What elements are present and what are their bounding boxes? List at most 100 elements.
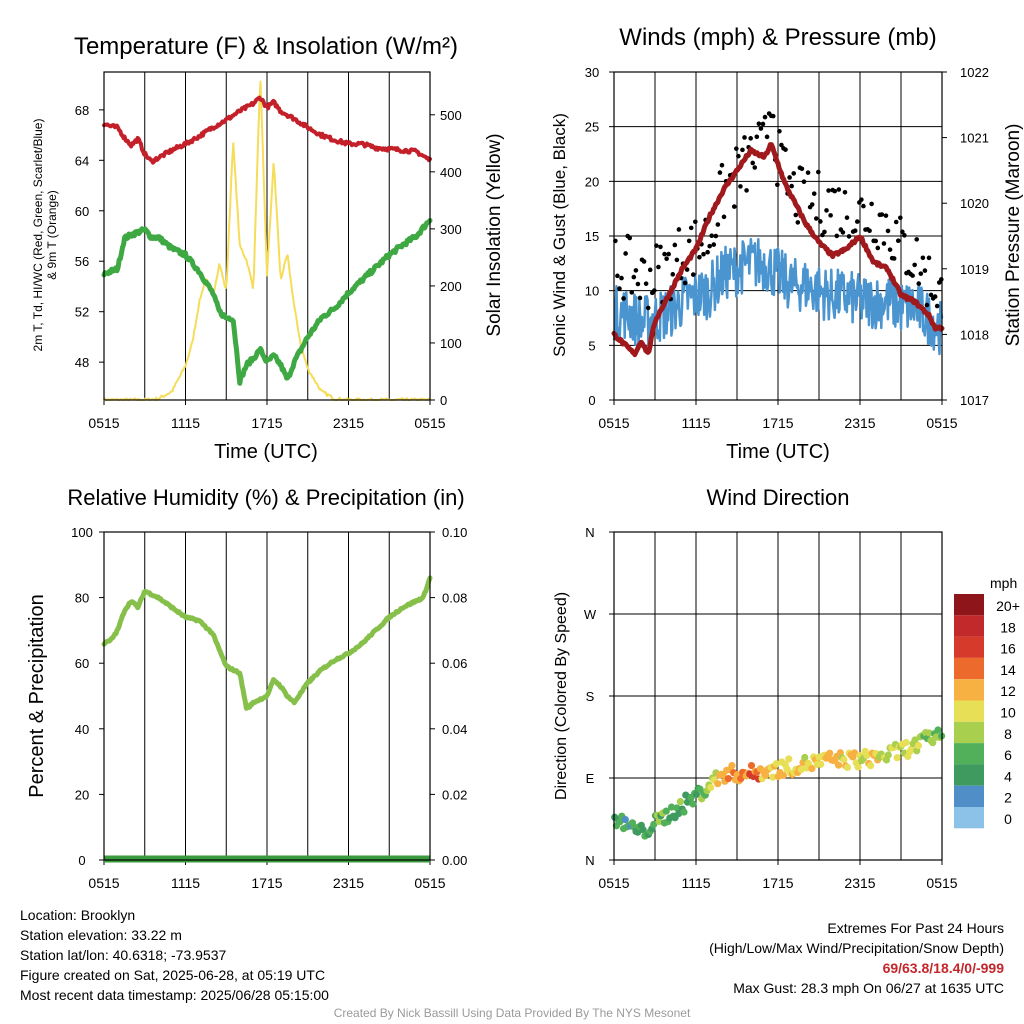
direction-point bbox=[826, 749, 834, 757]
recent-data-text: Most recent data timestamp: 2025/06/28 0… bbox=[20, 987, 329, 1003]
dir-plot-frame bbox=[613, 531, 943, 861]
gust-point bbox=[719, 162, 725, 168]
gust-point bbox=[738, 184, 743, 189]
temp-xtick-label: 0515 bbox=[414, 415, 445, 431]
wind-ytick-right-label: 1020 bbox=[960, 196, 989, 211]
credit-text: Created By Nick Bassill Using Data Provi… bbox=[333, 1006, 691, 1020]
rh-xtick-label: 0515 bbox=[88, 875, 119, 891]
temp-xlabel: Time (UTC) bbox=[214, 441, 318, 463]
gust-point bbox=[846, 234, 852, 239]
gust-point bbox=[801, 179, 807, 185]
gust-point bbox=[752, 165, 758, 170]
direction-point bbox=[914, 741, 923, 750]
gust-point bbox=[682, 280, 688, 286]
gust-point bbox=[731, 204, 737, 209]
dir-xtick-label: 0515 bbox=[926, 875, 957, 891]
temp-ytick-left-label: 52 bbox=[75, 305, 89, 320]
gust-point bbox=[779, 142, 784, 148]
gust-point bbox=[676, 227, 682, 232]
gust-point bbox=[758, 126, 764, 131]
gust-point bbox=[748, 136, 753, 141]
temp-ytick-left-label: 68 bbox=[75, 103, 89, 118]
rh-ytick-right-label: 0.04 bbox=[442, 722, 467, 737]
gust-point bbox=[861, 203, 866, 209]
gust-point bbox=[652, 288, 657, 293]
gust-point bbox=[764, 134, 770, 140]
legend-label: 6 bbox=[1004, 747, 1012, 763]
gust-point bbox=[916, 281, 922, 286]
rh-ytick-right-label: 0.00 bbox=[442, 853, 467, 868]
gust-point bbox=[688, 225, 694, 231]
direction-point bbox=[769, 773, 777, 781]
rh-xtick-label: 1115 bbox=[171, 875, 200, 891]
rh-ytick-left-label: 0 bbox=[78, 853, 85, 868]
gust-point bbox=[805, 170, 811, 175]
direction-point bbox=[801, 753, 809, 762]
temp-xtick-label: 2315 bbox=[333, 415, 364, 431]
gust-point bbox=[656, 264, 661, 270]
wind-xtick-label: 2315 bbox=[844, 415, 875, 431]
gust-point bbox=[750, 160, 756, 166]
legend-swatch bbox=[954, 764, 984, 786]
gust-point bbox=[791, 171, 797, 176]
temp-ylabel-left-1: 2m T, Td, HI/WC (Red, Green, Scarlet/Blu… bbox=[31, 119, 45, 352]
gust-point bbox=[643, 281, 649, 286]
gust-point bbox=[795, 220, 801, 225]
legend-swatch bbox=[954, 594, 984, 616]
gust-point bbox=[633, 268, 639, 273]
legend-swatch bbox=[954, 721, 984, 744]
rh-ytick-left-label: 60 bbox=[75, 656, 89, 671]
direction-point bbox=[707, 783, 715, 792]
rh-ytick-right-label: 0.06 bbox=[442, 656, 467, 671]
gust-point bbox=[709, 233, 715, 239]
dir-xtick-label: 0515 bbox=[598, 875, 629, 891]
gust-point bbox=[627, 235, 633, 241]
gust-point bbox=[893, 219, 899, 225]
rh-ytick-right-label: 0.08 bbox=[442, 591, 467, 606]
direction-point bbox=[866, 762, 875, 770]
dewpoint-line bbox=[101, 218, 433, 386]
gust-point bbox=[629, 290, 635, 295]
gust-point bbox=[670, 272, 676, 277]
direction-point bbox=[714, 780, 722, 788]
temp-ytick-left-label: 48 bbox=[75, 355, 89, 370]
chart-marks: 0515 1115 1715 2315 051548525660646801002003… bbox=[71, 65, 1020, 891]
gust-point bbox=[637, 295, 643, 301]
direction-point bbox=[843, 763, 852, 772]
latlon-text: Station lat/lon: 40.6318; -73.9537 bbox=[20, 947, 227, 963]
direction-point bbox=[911, 736, 919, 744]
dir-ylabel-left: Direction (Colored By Speed) bbox=[553, 592, 570, 800]
direction-point bbox=[747, 761, 756, 770]
extremes-title: Extremes For Past 24 Hours bbox=[827, 920, 1004, 936]
wind-ytick-left-label: 10 bbox=[585, 284, 599, 299]
direction-point bbox=[854, 763, 862, 771]
gust-point bbox=[693, 219, 698, 225]
gust-point bbox=[914, 237, 920, 242]
legend-unit: mph bbox=[990, 575, 1017, 591]
wind-ytick-left-label: 20 bbox=[585, 174, 599, 189]
rh-ytick-left-label: 40 bbox=[75, 722, 89, 737]
legend-label: 20+ bbox=[996, 598, 1020, 614]
gust-point bbox=[859, 197, 864, 202]
gust-point bbox=[793, 212, 799, 218]
wind-ytick-left-label: 25 bbox=[585, 120, 599, 135]
temp-xtick-label: 1715 bbox=[251, 415, 282, 431]
dir-ytick-label: N bbox=[585, 853, 594, 868]
direction-point bbox=[692, 790, 701, 799]
dir-ytick-label: W bbox=[584, 607, 597, 622]
gust-point bbox=[721, 214, 727, 220]
rh-ylabel-left: Percent & Precipitation bbox=[26, 594, 48, 797]
rh-xtick-label: 0515 bbox=[414, 875, 445, 891]
gust-point bbox=[809, 202, 815, 207]
dir-xtick-label: 1715 bbox=[762, 875, 793, 891]
legend-swatch bbox=[954, 615, 984, 637]
gust-point bbox=[734, 146, 739, 151]
temp-ytick-left-label: 60 bbox=[75, 204, 89, 219]
gust-point bbox=[926, 255, 932, 261]
gust-point bbox=[654, 243, 659, 248]
gust-point bbox=[777, 128, 782, 134]
direction-point bbox=[737, 775, 745, 783]
wind-ytick-left-label: 0 bbox=[588, 393, 595, 408]
gust-point bbox=[674, 257, 680, 263]
legend-label: 10 bbox=[1000, 705, 1016, 721]
